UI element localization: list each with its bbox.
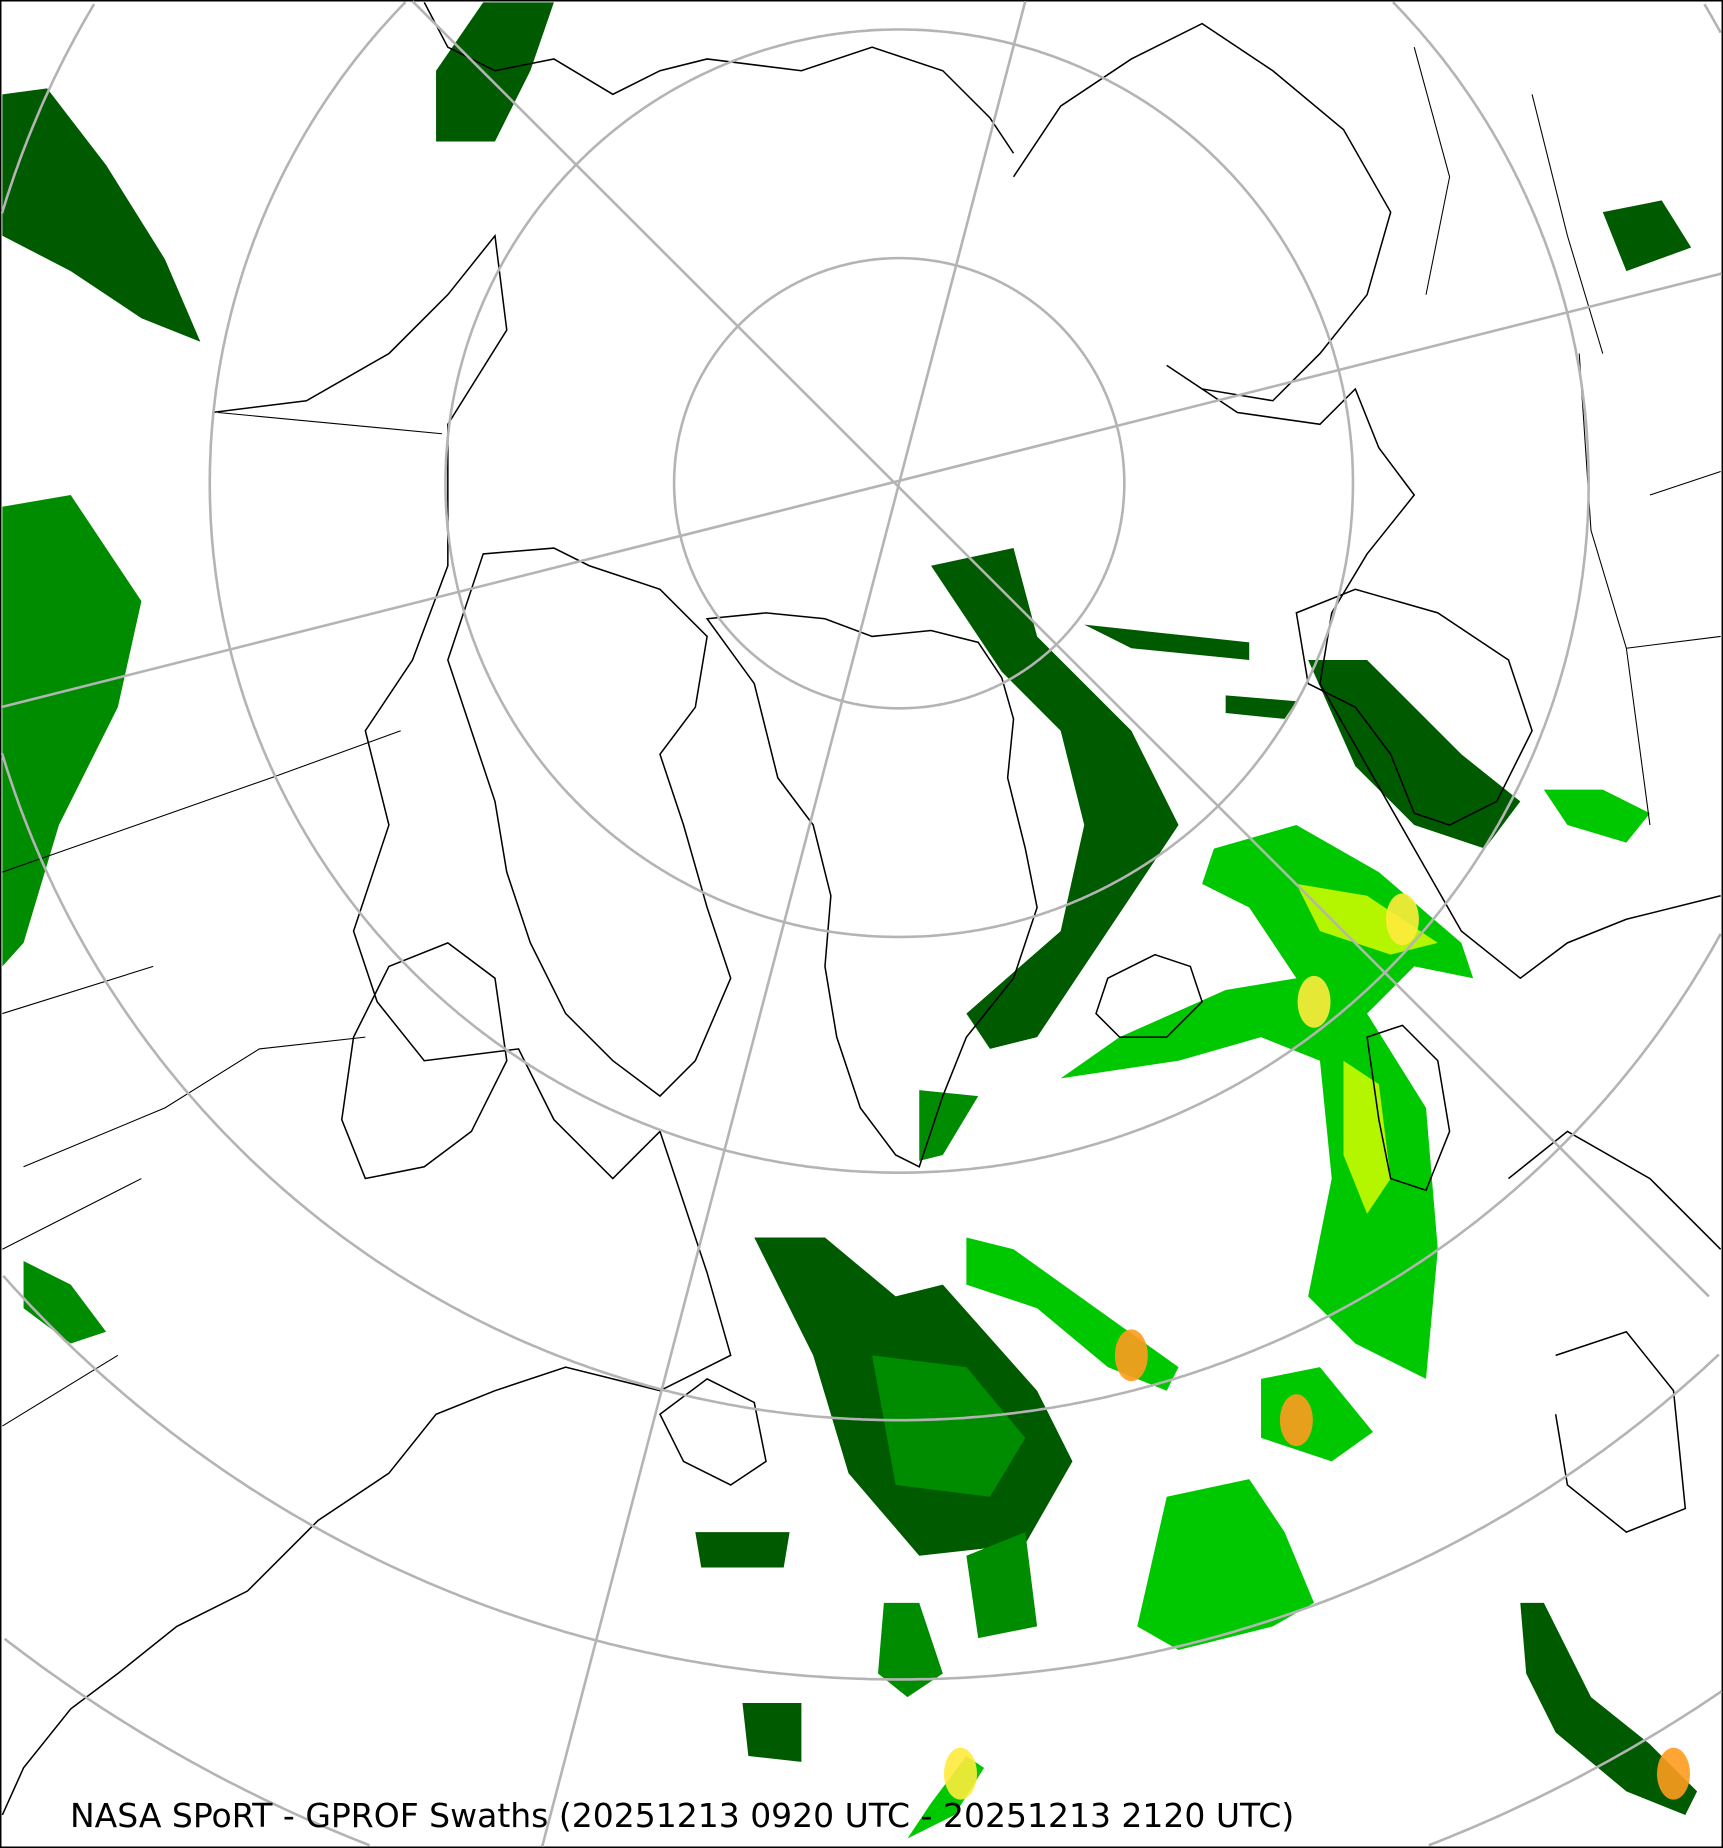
heavy-precip-core	[1114, 1329, 1148, 1382]
heavy-precip-core	[1385, 893, 1419, 946]
political-borders	[2, 47, 1721, 1427]
latitude-circle	[3, 1637, 1723, 1847]
greenland-coast	[705, 612, 1038, 1168]
heavy-precip-core	[1297, 975, 1331, 1028]
hudson-bay-coast	[340, 941, 508, 1180]
europe-coast	[1508, 1130, 1722, 1533]
precip-swath	[1084, 624, 1297, 719]
britain-coast	[1366, 1024, 1451, 1192]
precip-swath	[1296, 883, 1438, 1214]
precip-swath	[877, 1532, 1038, 1698]
latitude-circle	[0, 3, 1722, 1422]
precip-swath	[695, 1532, 802, 1762]
precip-swath	[1137, 1479, 1315, 1650]
precip-swath	[1308, 660, 1521, 849]
precip-swath	[931, 548, 1179, 1049]
precip-swath	[872, 1355, 1026, 1497]
newfoundland-coast	[659, 1378, 767, 1486]
latitude-circle	[444, 28, 1355, 939]
latitude-circle	[672, 256, 1126, 710]
iceland-coast	[1095, 953, 1203, 1038]
heavy-precip-core	[1279, 1394, 1313, 1447]
heavy-precip-core	[943, 1747, 977, 1800]
canadian-archipelago-coast	[447, 547, 732, 1098]
north-america-coast	[1, 233, 732, 1816]
scandinavia-coast	[1295, 588, 1533, 826]
map-caption: NASA SPoRT - GPROF Swaths (20251213 0920…	[70, 1796, 1295, 1835]
precip-swath	[436, 2, 554, 142]
heavy-precip-core	[1657, 1747, 1691, 1800]
meridian-line	[0, 272, 1723, 709]
meridian-line	[411, 0, 1710, 1298]
precipitation-layer	[2, 2, 1698, 1839]
precip-swath	[1060, 825, 1474, 1379]
latitude-circle	[208, 1, 1590, 1174]
precip-swath	[1602, 200, 1692, 272]
meridian-line	[540, 0, 1027, 1848]
precip-swath	[1520, 1602, 1698, 1815]
precip-swath	[2, 88, 201, 342]
latitude-circle	[2, 1275, 1720, 1681]
alaska-coast	[423, 2, 1015, 154]
precip-swath	[1543, 789, 1650, 843]
precip-swath	[23, 1261, 107, 1344]
precip-swath	[919, 1090, 979, 1161]
